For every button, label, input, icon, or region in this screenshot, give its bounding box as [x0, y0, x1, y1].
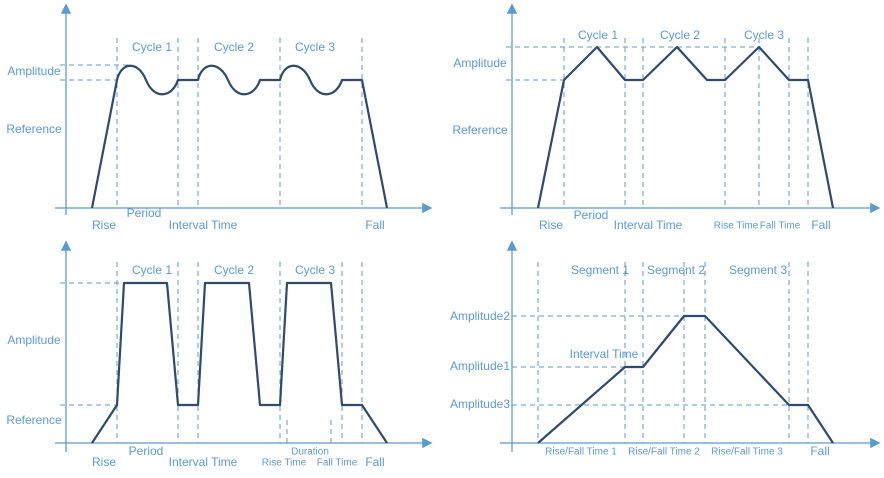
label: Interval Time	[169, 218, 238, 232]
label: Rise	[539, 218, 563, 232]
label: Fall	[365, 455, 384, 469]
label: Rise	[92, 455, 116, 469]
label: Amplitude2	[450, 309, 510, 323]
label: Fall	[365, 218, 384, 232]
panel-square: Cycle 1 Cycle 2 Cycle 3 Amplitude Refere…	[6, 240, 433, 469]
label: Amplitude	[7, 64, 61, 78]
panel-segments: Segment 1 Segment 2 Segment 3 Amplitude2…	[450, 240, 881, 458]
label: Fall	[810, 444, 829, 458]
label: Rise Time	[262, 458, 307, 469]
label: Cycle 3	[295, 40, 335, 54]
label: Period	[127, 206, 162, 220]
label: Segment 1	[571, 263, 629, 277]
label: Period	[574, 208, 609, 222]
panel-triangle: Cycle 1 Cycle 2 Cycle 3 Amplitude Refere…	[452, 3, 881, 232]
label: Duration	[291, 447, 329, 458]
label: Amplitude	[453, 56, 507, 70]
label: Interval Time	[614, 218, 683, 232]
label: Cycle 1	[132, 263, 172, 277]
label: Segment 2	[647, 263, 705, 277]
label: Cycle 3	[744, 28, 784, 42]
label: Rise/Fall Time 3	[711, 447, 783, 458]
label: Fall Time	[317, 458, 358, 469]
label: Cycle 2	[214, 263, 254, 277]
label: Fall	[811, 218, 830, 232]
label: Rise Time	[714, 221, 759, 232]
label: Fall Time	[760, 221, 801, 232]
label: Reference	[6, 122, 62, 136]
label: Rise/Fall Time 1	[545, 447, 617, 458]
panel-sine: Cycle 1 Cycle 2 Cycle 3 Amplitude Refere…	[6, 3, 433, 232]
label: Interval Time	[169, 455, 238, 469]
label: Reference	[452, 123, 508, 137]
label: Period	[129, 444, 164, 458]
label: Cycle 1	[132, 40, 172, 54]
label: Amplitude3	[450, 397, 510, 411]
label: Interval Time	[570, 347, 639, 361]
label: Rise	[92, 218, 116, 232]
label: Amplitude1	[450, 359, 510, 373]
label: Rise/Fall Time 2	[628, 447, 700, 458]
label: Segment 3	[729, 263, 787, 277]
label: Amplitude	[7, 333, 61, 347]
label: Reference	[6, 413, 62, 427]
label: Cycle 2	[214, 40, 254, 54]
label: Cycle 1	[578, 28, 618, 42]
label: Cycle 2	[660, 28, 700, 42]
label: Cycle 3	[295, 263, 335, 277]
